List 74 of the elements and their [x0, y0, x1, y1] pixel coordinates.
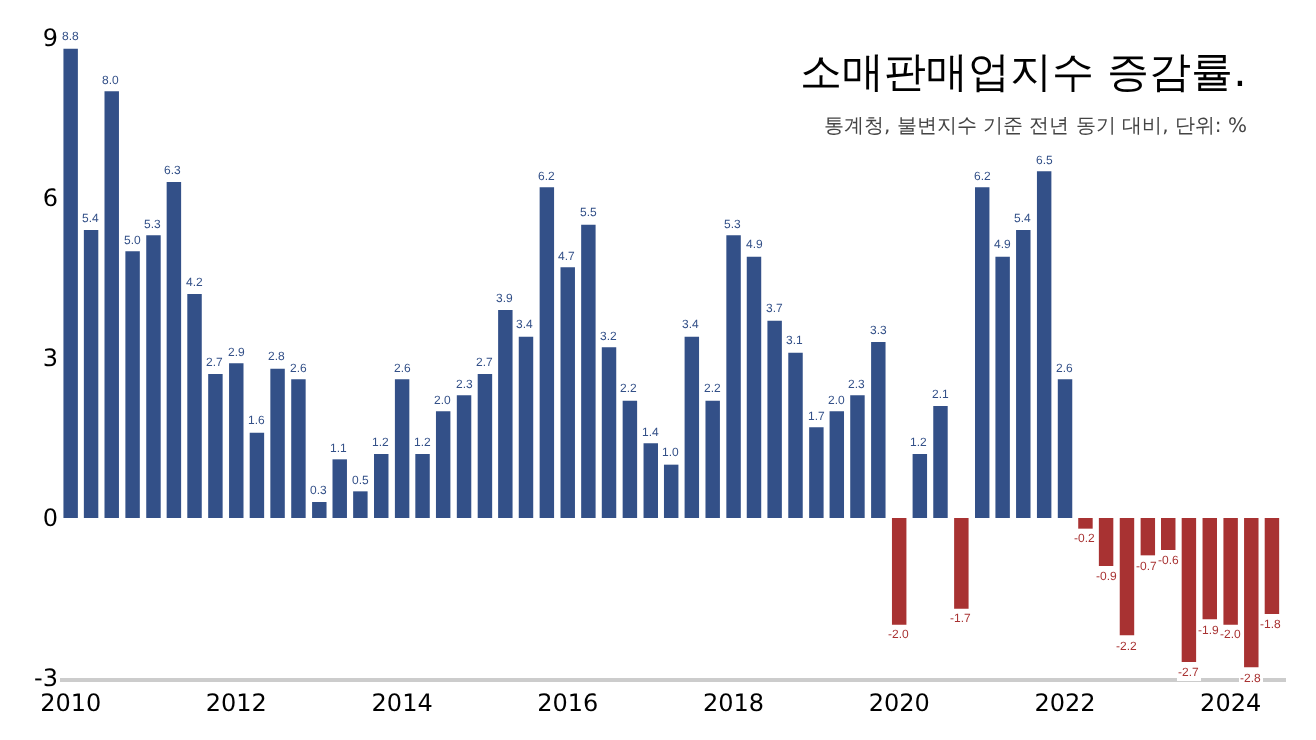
bar [518, 336, 534, 518]
bar [539, 187, 555, 518]
bar [829, 411, 845, 518]
bar [622, 400, 638, 518]
y-tick-label: 3 [42, 344, 58, 373]
bar [270, 368, 285, 518]
bar [809, 427, 824, 518]
bar [291, 379, 306, 518]
bar [146, 235, 161, 518]
bar [1078, 518, 1093, 529]
text: 통계청, 불변지수 기준 전년 동기 대비, 단위: % [824, 116, 1247, 138]
bar [374, 454, 389, 518]
bar [83, 230, 99, 518]
bar [1140, 518, 1156, 556]
bar [125, 251, 140, 518]
bar [705, 400, 720, 518]
x-tick-label: 2020 [868, 688, 930, 717]
bar [1098, 518, 1114, 566]
bar [1161, 518, 1176, 550]
bar [1036, 171, 1052, 518]
x-tick-label: 2016 [537, 688, 599, 717]
bar [684, 336, 700, 518]
bar [353, 491, 368, 518]
bar [435, 411, 451, 518]
bar [415, 454, 430, 518]
bar [850, 395, 865, 518]
bar [208, 374, 223, 518]
chart-title: 소매판매업지수 증감률. [800, 48, 1247, 96]
y-tick-label: 6 [42, 184, 58, 213]
bar [1264, 518, 1280, 614]
bar [1016, 230, 1031, 518]
bar [1223, 518, 1238, 625]
bar [477, 374, 493, 518]
bar [560, 267, 575, 518]
bar [663, 464, 679, 518]
bar [954, 518, 969, 609]
x-tick-label: 2014 [371, 688, 433, 717]
bar [746, 256, 762, 518]
bar [249, 432, 265, 518]
bar [643, 443, 658, 518]
bar [995, 256, 1010, 518]
bar [394, 379, 410, 518]
x-tick-label: 2022 [1034, 688, 1096, 717]
bar [933, 406, 948, 518]
bar [871, 342, 886, 518]
x-tick-label: 2024 [1200, 688, 1262, 717]
bar [1202, 518, 1217, 620]
bar [726, 235, 741, 518]
x-tick-label: 2018 [703, 688, 765, 717]
y-tick-label: 0 [42, 504, 58, 533]
bar [166, 182, 182, 518]
x-tick-label: 2010 [40, 688, 102, 717]
bar [63, 48, 78, 518]
bar [767, 320, 782, 518]
bar [498, 310, 513, 518]
y-tick-label: -3 [34, 664, 58, 693]
bar [1119, 518, 1135, 636]
bar [1244, 518, 1259, 668]
bar [332, 459, 347, 518]
bar [891, 518, 907, 625]
bar [187, 294, 202, 518]
bar [456, 395, 472, 518]
bar [975, 187, 990, 518]
bar [788, 352, 803, 518]
y-tick-label: 9 [42, 24, 58, 53]
bar [312, 502, 327, 518]
bar [229, 363, 244, 518]
bar [1181, 518, 1197, 662]
bar [912, 454, 928, 518]
x-tick-label: 2012 [205, 688, 267, 717]
bar [601, 347, 617, 518]
bar [581, 224, 596, 518]
bar [104, 91, 119, 518]
bar [1057, 379, 1073, 518]
